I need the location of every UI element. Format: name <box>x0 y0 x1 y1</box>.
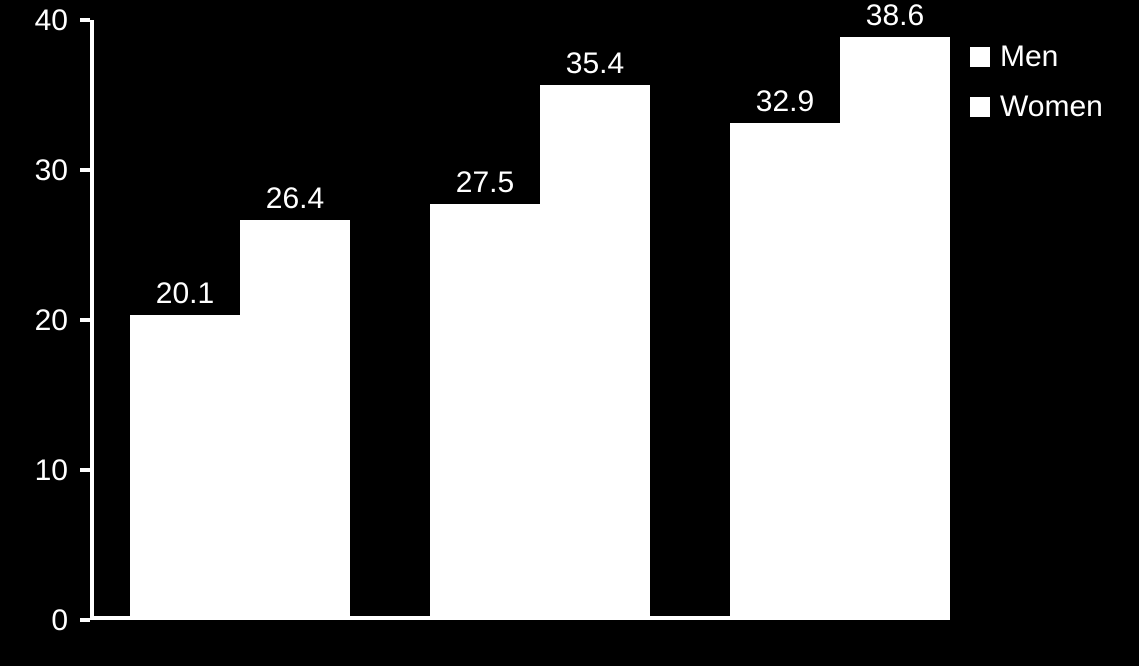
bar-value-label: 26.4 <box>255 182 335 216</box>
y-tick <box>80 318 90 322</box>
bar-value-label: 20.1 <box>145 277 225 311</box>
y-tick-label: 20 <box>35 304 68 338</box>
bar <box>430 204 540 617</box>
y-tick <box>80 168 90 172</box>
bar <box>540 85 650 616</box>
y-tick <box>80 618 90 622</box>
legend-swatch-icon <box>970 47 990 67</box>
y-axis-line <box>90 20 94 620</box>
y-tick <box>80 18 90 22</box>
y-tick-label: 40 <box>35 4 68 38</box>
plot-area: 01020304020.126.427.535.432.938.6 <box>90 20 950 620</box>
bar <box>130 315 240 617</box>
legend-swatch-icon <box>970 97 990 117</box>
legend-item: Women <box>970 90 1103 124</box>
y-tick-label: 30 <box>35 154 68 188</box>
bar <box>730 123 840 617</box>
y-tick <box>80 468 90 472</box>
bar <box>840 37 950 616</box>
bar-chart: 0 10 20 30 40 20.1 26.4 27.5 35.4 32.9 38.6 Men Wom… <box>0 0 1139 666</box>
legend-label: Men <box>1000 40 1058 74</box>
bar-value-label: 38.6 <box>855 0 935 33</box>
bar-value-label: 35.4 <box>555 47 635 81</box>
x-axis-line <box>90 616 950 620</box>
bar-value-label: 27.5 <box>445 166 525 200</box>
legend-item: Men <box>970 40 1058 74</box>
bar-value-label: 32.9 <box>745 85 825 119</box>
y-tick-label: 0 <box>51 604 68 638</box>
bar <box>240 220 350 616</box>
legend-label: Women <box>1000 90 1103 124</box>
y-tick-label: 10 <box>35 454 68 488</box>
